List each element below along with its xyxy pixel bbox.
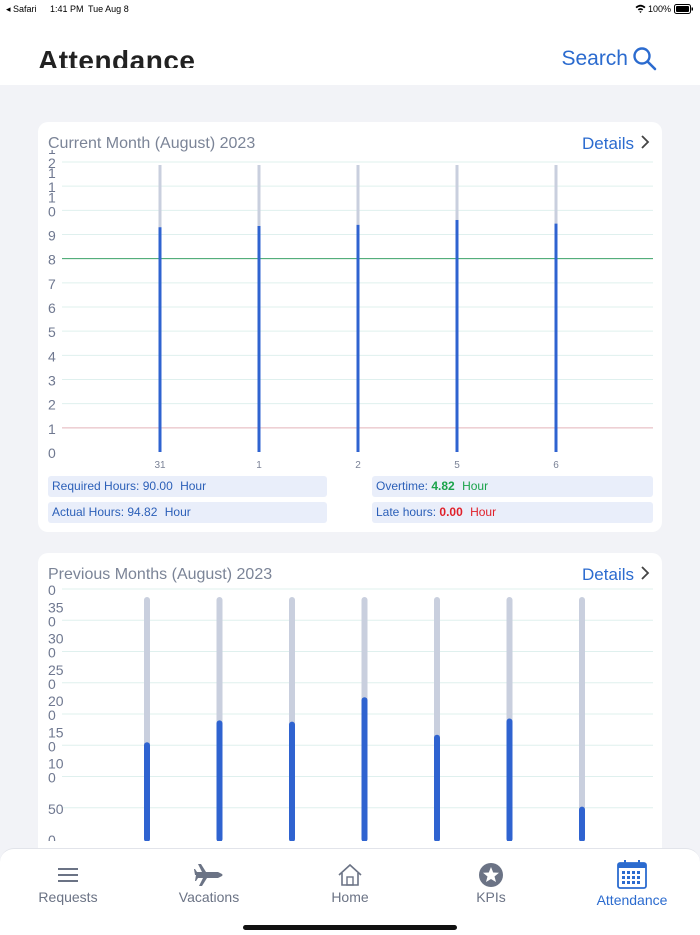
tab-attendance-label: Attendance [596, 892, 668, 908]
actual-hours-value: 94.82 [127, 505, 158, 519]
previous-months-card: Previous Months (August) 2023 Details 0 5… [38, 553, 662, 873]
tab-attendance[interactable]: Attendance [572, 860, 692, 908]
actual-hours-unit: Hour [164, 505, 191, 519]
status-time: 1:41 PM [50, 4, 84, 14]
chevron-right-icon [640, 133, 650, 154]
x-tick-label: 2 [355, 460, 361, 470]
y-tick-label: 20 0 [48, 693, 64, 723]
y-tick-label: 4 [48, 348, 56, 364]
list-icon [8, 861, 128, 889]
late-hours-label: Late hours: [376, 505, 437, 519]
tab-kpis-label: KPIs [476, 889, 506, 905]
current-month-chart: 0123456789101112311256 [48, 150, 653, 470]
status-app[interactable]: ◂ Safari [6, 4, 37, 14]
airplane-icon [149, 861, 269, 889]
search-button[interactable]: Search [561, 46, 658, 72]
required-hours-value: 90.00 [142, 479, 173, 493]
required-hours-box: Required Hours: 90.00 Hour [48, 476, 327, 497]
overtime-box: Overtime: 4.82 Hour [372, 476, 653, 497]
search-icon [633, 47, 657, 71]
chevron-right-icon [640, 564, 650, 585]
y-tick-label: 25 0 [48, 662, 64, 692]
calendar-icon [572, 860, 692, 889]
late-hours-value: 0.00 [439, 505, 463, 519]
tab-requests-label: Requests [38, 889, 98, 905]
y-tick-label: 10 0 [48, 756, 64, 786]
y-tick-label: 15 0 [48, 724, 64, 754]
y-tick-label: 3 [48, 373, 56, 389]
battery-icon [674, 4, 694, 16]
overtime-unit: Hour [462, 479, 489, 493]
late-hours-box: Late hours: 0.00 Hour [372, 502, 653, 523]
y-tick-label: 9 [48, 228, 56, 244]
y-tick-label: 8 [48, 252, 56, 268]
y-tick-label: 400 [48, 581, 64, 598]
tab-vacations-label: Vacations [178, 889, 240, 905]
details-label: Details [582, 133, 634, 153]
tab-requests[interactable]: Requests [8, 861, 128, 905]
page-title: Attendance [38, 45, 196, 68]
late-hours-unit: Hour [470, 505, 497, 519]
wifi-icon [635, 4, 646, 15]
required-hours-unit: Hour [180, 479, 207, 493]
tab-bar: Requests Vacations Home KPIs Attendance [0, 848, 700, 935]
actual-hours-label: Actual Hours: [52, 505, 125, 519]
status-date: Tue Aug 8 [88, 4, 129, 14]
status-bar: ◂ Safari 1:41 PM Tue Aug 8 100% [0, 0, 700, 18]
y-tick-label: 50 [48, 801, 64, 817]
current-month-title: Current Month (August) 2023 [48, 135, 256, 152]
y-tick-label: 7 [48, 276, 56, 292]
header: Attendance Search [0, 18, 700, 85]
x-tick-label: 1 [256, 460, 262, 470]
required-hours-label: Required Hours: [52, 479, 140, 493]
search-label: Search [561, 47, 628, 70]
overtime-label: Overtime: [376, 479, 429, 493]
tab-home-label: Home [331, 889, 369, 905]
star-icon [431, 861, 551, 889]
overtime-value: 4.82 [431, 479, 455, 493]
home-icon [290, 861, 410, 889]
details-label: Details [582, 564, 634, 584]
y-tick-label: 12 [48, 150, 56, 171]
tab-vacations[interactable]: Vacations [149, 861, 269, 905]
tab-home[interactable]: Home [290, 861, 410, 905]
y-tick-label: 0 [48, 832, 56, 841]
y-tick-label: 30 0 [48, 631, 64, 661]
y-tick-label: 35 0 [48, 599, 64, 629]
previous-months-details-button[interactable]: Details [582, 564, 650, 585]
y-tick-label: 1 [48, 421, 56, 437]
actual-hours-box: Actual Hours: 94.82 Hour [48, 502, 327, 523]
home-indicator [243, 925, 457, 930]
y-tick-label: 0 [48, 445, 56, 461]
x-tick-label: 31 [154, 460, 166, 470]
y-tick-label: 6 [48, 300, 56, 316]
tab-kpis[interactable]: KPIs [431, 861, 551, 905]
y-tick-label: 5 [48, 324, 56, 340]
x-tick-label: 6 [553, 460, 559, 470]
previous-months-title: Previous Months (August) 2023 [48, 566, 273, 583]
battery-percent: 100% [648, 4, 672, 14]
x-tick-label: 5 [454, 460, 460, 470]
current-month-details-button[interactable]: Details [582, 133, 650, 154]
y-tick-label: 2 [48, 397, 56, 413]
